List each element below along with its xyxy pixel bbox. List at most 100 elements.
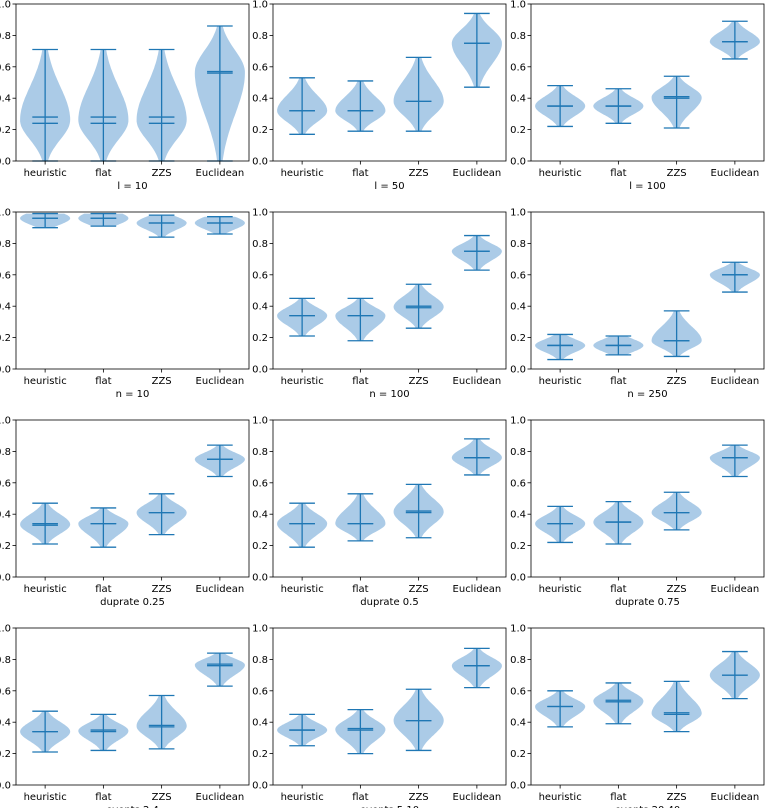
y-tick-label: 0.0 xyxy=(0,781,11,792)
x-tick-label: ZZS xyxy=(409,584,429,595)
x-axis-label: events 20 40 xyxy=(615,805,681,808)
y-tick-label: 0.2 xyxy=(510,541,526,552)
x-axis-label: events 5 10 xyxy=(360,805,419,808)
y-tick-label: 1.0 xyxy=(252,208,268,219)
x-tick-label: heuristic xyxy=(24,792,67,803)
y-tick-label: 0.6 xyxy=(510,270,526,281)
x-axis-label: l = 10 xyxy=(117,181,147,192)
x-axis-label: n = 250 xyxy=(627,389,667,400)
x-tick-label: Euclidean xyxy=(453,584,502,595)
x-tick-label: ZZS xyxy=(409,792,429,803)
axes-frame xyxy=(530,3,765,162)
y-tick-label: 0.8 xyxy=(0,655,11,666)
x-tick-label: flat xyxy=(95,792,111,803)
x-tick-label: Euclidean xyxy=(453,168,502,179)
subplot: 0.0 0.2 0.4 0.6 0.8 1.0 heuristic flat ZZS Euclid… xyxy=(510,0,765,192)
y-tick-label: 0.0 xyxy=(252,573,268,584)
y-tick-label: 0.4 xyxy=(510,94,526,105)
axes-frame xyxy=(15,211,250,370)
x-tick-label: ZZS xyxy=(152,376,172,387)
axes-frame xyxy=(530,419,765,578)
x-tick-label: Euclidean xyxy=(453,376,502,387)
y-tick-label: 0.4 xyxy=(0,94,11,105)
y-tick-label: 1.0 xyxy=(510,0,526,11)
y-tick-label: 0.2 xyxy=(252,125,268,136)
x-tick-label: Euclidean xyxy=(196,168,245,179)
x-axis-label: l = 100 xyxy=(629,181,666,192)
axes-frame xyxy=(272,627,507,786)
y-tick-label: 0.2 xyxy=(252,541,268,552)
y-tick-label: 0.6 xyxy=(252,62,268,73)
subplot: 0.0 0.2 0.4 0.6 0.8 1.0 heuristic flat ZZS Euclid… xyxy=(252,0,507,192)
axes-frame xyxy=(15,627,250,786)
y-tick-label: 0.6 xyxy=(0,686,11,697)
y-tick-label: 0.8 xyxy=(252,239,268,250)
x-tick-label: ZZS xyxy=(667,168,687,179)
y-tick-label: 0.4 xyxy=(252,510,268,521)
y-tick-label: 0.0 xyxy=(0,573,11,584)
x-tick-label: Euclidean xyxy=(196,584,245,595)
y-tick-label: 0.2 xyxy=(252,749,268,760)
y-tick-label: 0.2 xyxy=(0,333,11,344)
axes-frame xyxy=(530,211,765,370)
y-tick-label: 0.0 xyxy=(510,781,526,792)
y-tick-label: 0.2 xyxy=(0,749,11,760)
y-tick-label: 0.8 xyxy=(252,655,268,666)
x-tick-label: ZZS xyxy=(152,168,172,179)
y-tick-label: 1.0 xyxy=(510,416,526,427)
x-tick-label: ZZS xyxy=(409,376,429,387)
y-tick-label: 0.8 xyxy=(510,447,526,458)
subplot: 0.0 0.2 0.4 0.6 0.8 1.0 heuristic flat ZZS Euclid… xyxy=(0,624,250,808)
subplot: 0.0 0.2 0.4 0.6 0.8 1.0 heuristic flat ZZS Euclid… xyxy=(510,208,765,400)
y-tick-label: 0.0 xyxy=(510,365,526,376)
y-tick-label: 0.8 xyxy=(510,655,526,666)
x-tick-label: flat xyxy=(352,792,368,803)
x-tick-label: heuristic xyxy=(281,792,324,803)
x-tick-label: Euclidean xyxy=(711,168,760,179)
y-tick-label: 0.6 xyxy=(0,270,11,281)
y-tick-label: 1.0 xyxy=(252,624,268,635)
x-tick-label: ZZS xyxy=(667,584,687,595)
x-tick-label: heuristic xyxy=(281,168,324,179)
y-tick-label: 0.6 xyxy=(510,686,526,697)
x-tick-label: heuristic xyxy=(539,584,582,595)
y-tick-label: 0.0 xyxy=(252,365,268,376)
y-tick-label: 0.6 xyxy=(510,478,526,489)
x-tick-label: flat xyxy=(610,584,626,595)
x-tick-label: heuristic xyxy=(24,584,67,595)
y-tick-label: 0.4 xyxy=(510,718,526,729)
subplot: 0.0 0.2 0.4 0.6 0.8 1.0 heuristic flat ZZS Euclid… xyxy=(0,416,250,608)
x-axis-label: n = 10 xyxy=(116,389,150,400)
y-tick-label: 0.2 xyxy=(252,333,268,344)
x-axis-label: duprate 0.5 xyxy=(360,597,418,608)
y-tick-label: 0.0 xyxy=(252,781,268,792)
x-tick-label: flat xyxy=(352,584,368,595)
x-tick-label: Euclidean xyxy=(196,376,245,387)
y-tick-label: 0.8 xyxy=(0,239,11,250)
x-tick-label: heuristic xyxy=(281,584,324,595)
x-tick-label: flat xyxy=(95,584,111,595)
y-tick-label: 1.0 xyxy=(510,208,526,219)
x-tick-label: flat xyxy=(352,376,368,387)
y-tick-label: 0.6 xyxy=(0,62,11,73)
x-axis-label: l = 50 xyxy=(374,181,404,192)
y-tick-label: 0.6 xyxy=(252,270,268,281)
x-tick-label: ZZS xyxy=(409,168,429,179)
y-tick-label: 0.2 xyxy=(510,333,526,344)
subplot: 0.0 0.2 0.4 0.6 0.8 1.0 heuristic flat ZZS Euclid… xyxy=(252,208,507,400)
y-tick-label: 0.6 xyxy=(510,62,526,73)
y-tick-label: 0.4 xyxy=(252,94,268,105)
x-tick-label: heuristic xyxy=(24,168,67,179)
x-tick-label: flat xyxy=(610,168,626,179)
x-tick-label: ZZS xyxy=(667,792,687,803)
x-tick-label: flat xyxy=(352,168,368,179)
y-tick-label: 0.4 xyxy=(252,718,268,729)
y-tick-label: 1.0 xyxy=(510,624,526,635)
x-tick-label: heuristic xyxy=(24,376,67,387)
y-tick-label: 1.0 xyxy=(0,208,11,219)
y-tick-label: 0.0 xyxy=(510,573,526,584)
y-tick-label: 0.0 xyxy=(0,157,11,168)
y-tick-label: 0.6 xyxy=(252,478,268,489)
x-tick-label: heuristic xyxy=(281,376,324,387)
y-tick-label: 0.8 xyxy=(510,31,526,42)
